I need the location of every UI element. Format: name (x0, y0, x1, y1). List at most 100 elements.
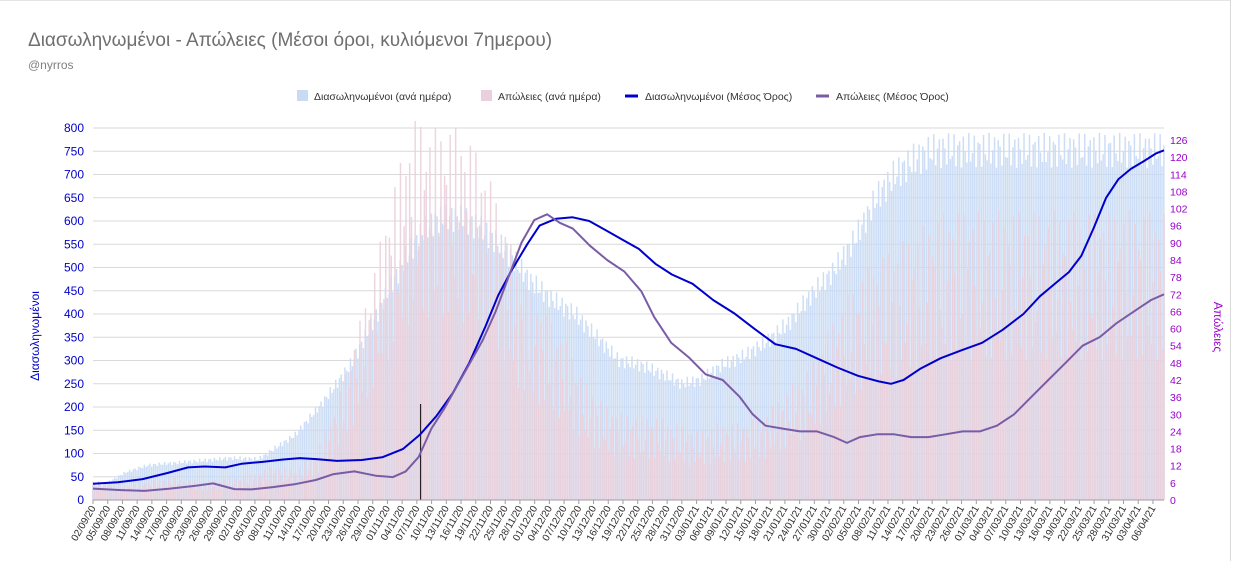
cases-bar (219, 457, 221, 500)
deaths-bar (800, 389, 803, 500)
deaths-bar (972, 229, 974, 500)
deaths-bar (1137, 249, 1140, 500)
deaths-bar (616, 431, 619, 500)
deaths-bar (548, 381, 551, 500)
legend-swatch-deaths-bar (481, 90, 492, 101)
cases-bar (217, 460, 219, 500)
y2-tick-label: 66 (1170, 306, 1182, 318)
deaths-bar (1130, 335, 1132, 500)
deaths-bar (1148, 211, 1151, 500)
deaths-bar (1047, 227, 1049, 500)
deaths-bar (1001, 289, 1003, 500)
deaths-bar (1003, 227, 1005, 501)
deaths-bar (224, 484, 227, 500)
deaths-bar (302, 478, 304, 500)
deaths-bars (92, 120, 1165, 501)
deaths-bar (795, 412, 797, 500)
deaths-bar (110, 491, 113, 500)
deaths-bar (955, 349, 957, 500)
cases-bar (969, 161, 972, 500)
deaths-bar (707, 436, 709, 500)
cases-bar (160, 464, 162, 500)
cases-bar (119, 475, 122, 500)
deaths-bar (811, 359, 814, 500)
cases-bar (171, 464, 173, 500)
cases-bar (934, 165, 937, 501)
deaths-bar (981, 302, 983, 500)
deaths-bar (736, 423, 738, 500)
deaths-bar (826, 330, 829, 500)
deaths-bar (327, 441, 330, 500)
cases-bar (189, 460, 192, 500)
cases-bar (828, 270, 830, 500)
cases-bar (581, 315, 584, 500)
deaths-bar (1159, 272, 1162, 500)
deaths-bar (857, 314, 860, 500)
deaths-bar (843, 355, 845, 500)
deaths-bar (1111, 306, 1114, 500)
deaths-bar (856, 312, 858, 500)
deaths-bar (489, 181, 492, 500)
cases-bar (1141, 164, 1143, 501)
deaths-bar (186, 489, 188, 500)
cases-bar (598, 346, 600, 500)
deaths-bar (556, 347, 558, 500)
deaths-bar (281, 481, 284, 500)
deaths-bar (780, 412, 783, 500)
cases-bar (844, 265, 847, 500)
deaths-bar (96, 489, 98, 500)
deaths-bar (250, 485, 253, 500)
deaths-bar (644, 440, 646, 500)
y2-tick-label: 78 (1170, 272, 1182, 284)
deaths-bar (447, 312, 450, 500)
deaths-bar (861, 281, 864, 500)
cases-bar (712, 366, 714, 500)
deaths-bar (331, 459, 334, 500)
deaths-bar (830, 383, 832, 500)
deaths-bar (401, 317, 404, 500)
deaths-bar (565, 342, 567, 500)
cases-bar (789, 329, 792, 500)
cases-bar (1161, 166, 1163, 501)
cases-bar (125, 472, 127, 500)
deaths-bar (397, 292, 400, 500)
deaths-bar (353, 349, 356, 500)
cases-bar (208, 459, 210, 500)
deaths-bar (213, 480, 216, 500)
deaths-bar (552, 409, 554, 500)
deaths-bar (631, 425, 634, 500)
cases-bar (949, 158, 952, 500)
y2-tick-label: 126 (1170, 135, 1188, 147)
deaths-bar (228, 478, 231, 500)
deaths-bar (462, 322, 464, 500)
deaths-bar (320, 459, 323, 500)
cases-bar (758, 347, 760, 500)
cases-bar (708, 378, 711, 500)
deaths-bar (460, 155, 462, 501)
deaths-bar (246, 484, 249, 500)
cases-bar (1095, 150, 1097, 500)
deaths-bar (280, 474, 282, 500)
cases-bar (156, 465, 158, 500)
cases-bar (1106, 166, 1108, 500)
deaths-bar (902, 241, 904, 501)
cases-bar (929, 158, 931, 500)
deaths-bar (859, 389, 862, 500)
deaths-bar (291, 484, 293, 500)
cases-bar (671, 373, 674, 500)
deaths-bar (738, 458, 740, 500)
deaths-bar (642, 451, 645, 500)
deaths-bar (368, 320, 370, 500)
deaths-bar (605, 406, 608, 500)
cases-bar (706, 368, 709, 500)
cases-bar (719, 372, 722, 500)
deaths-bar (121, 487, 124, 500)
deaths-bar (788, 422, 790, 500)
deaths-bar (329, 425, 332, 500)
y2-tick-label: 102 (1170, 204, 1188, 216)
cases-bar (276, 448, 278, 500)
deaths-bar (1106, 344, 1108, 500)
deaths-bar (721, 426, 724, 500)
deaths-bar (1014, 310, 1016, 500)
deaths-bar (937, 223, 939, 500)
